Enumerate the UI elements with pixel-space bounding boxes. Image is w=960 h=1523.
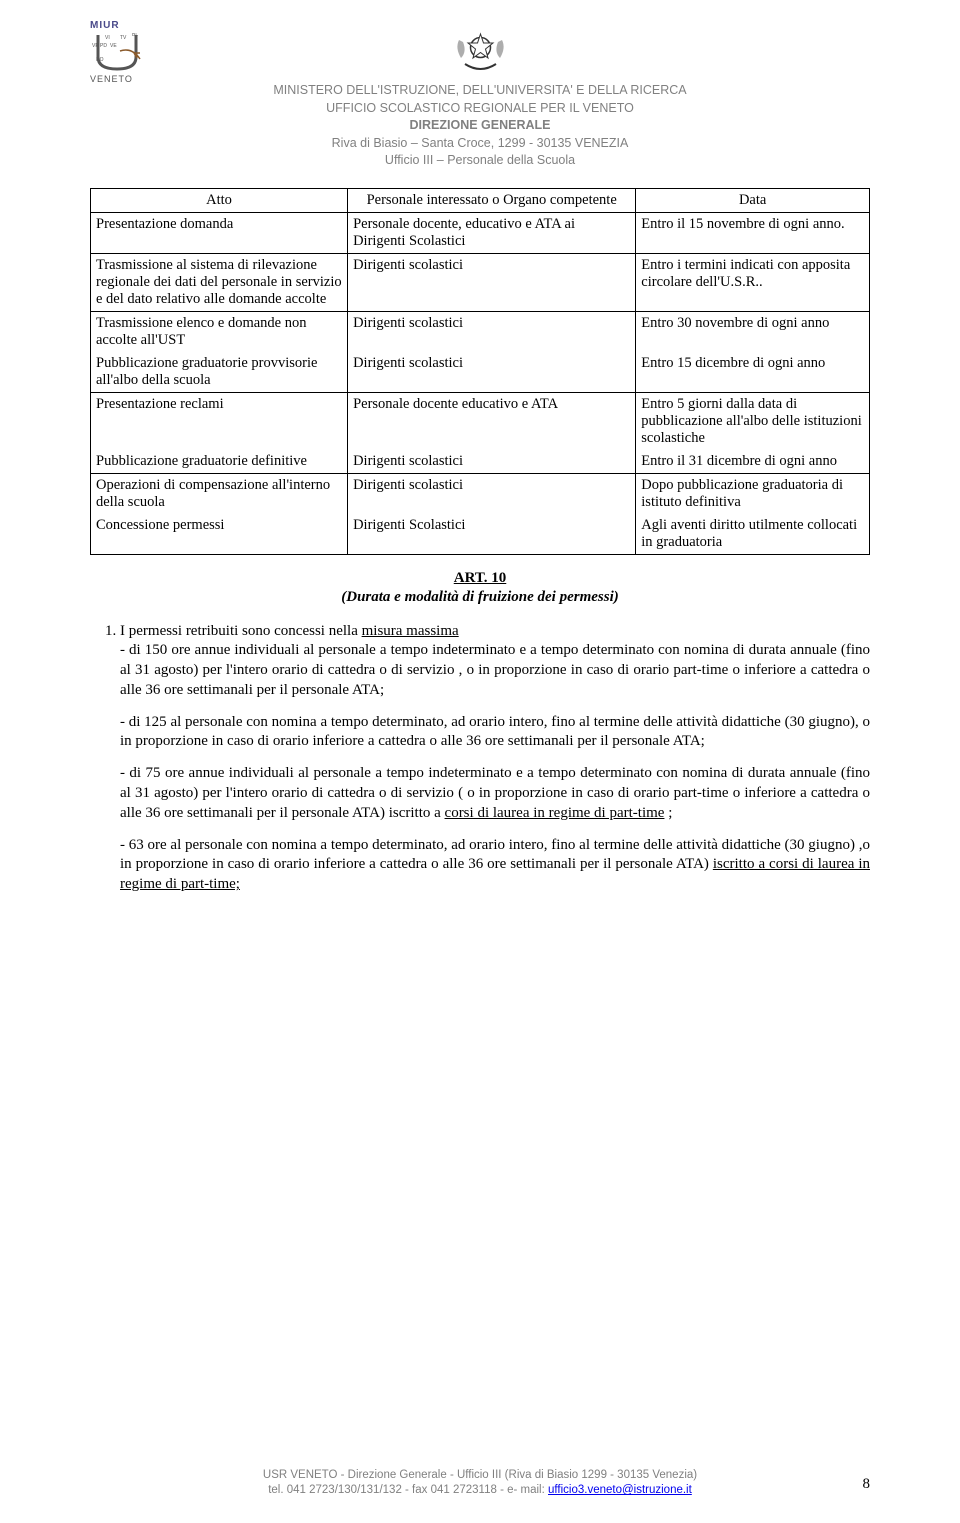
table-cell: Trasmissione elenco e domande non accolt… [91, 311, 348, 352]
table-cell: Entro i termini indicati con apposita ci… [636, 253, 870, 311]
page-number: 8 [863, 1476, 871, 1493]
header-line-2: UFFICIO SCOLASTICO REGIONALE PER IL VENE… [160, 100, 800, 118]
table-cell: Personale docente, educativo e ATA ai Di… [348, 212, 636, 253]
table-cell: Dirigenti Scolastici [348, 514, 636, 555]
table-cell: Dirigenti scolastici [348, 450, 636, 474]
item1-lead-underline: misura massima [362, 623, 459, 639]
svg-text:TV: TV [120, 35, 127, 41]
table-cell: Dirigenti scolastici [348, 311, 636, 352]
svg-text:RO: RO [96, 57, 104, 63]
emblem-and-header-text: MINISTERO DELL'ISTRUZIONE, DELL'UNIVERSI… [160, 20, 800, 170]
table-row: Operazioni di compensazione all'interno … [91, 473, 870, 514]
letterhead: MIUR VR PD VE VI TV BL RO VENETO [90, 20, 870, 170]
article-title: (Durata e modalità di fruizione dei perm… [341, 589, 619, 605]
footer-email-link[interactable]: ufficio3.veneto@istruzione.it [548, 1484, 692, 1496]
table-cell: Dopo pubblicazione graduatoria di istitu… [636, 473, 870, 514]
table-header-cell: Atto [91, 188, 348, 212]
paragraph-3: - di 75 ore annue individuali al persona… [120, 764, 870, 823]
svg-text:VI: VI [105, 35, 110, 41]
p3-underline: corsi di laurea in regime di part-time [445, 805, 665, 821]
table-row: Trasmissione al sistema di rilevazione r… [91, 253, 870, 311]
table-cell: Entro il 31 dicembre di ogni anno [636, 450, 870, 474]
letterhead-text: MINISTERO DELL'ISTRUZIONE, DELL'UNIVERSI… [160, 82, 800, 170]
table-header-cell: Data [636, 188, 870, 212]
table-cell: Entro 15 dicembre di ogni anno [636, 352, 870, 393]
p3-b: ; [664, 805, 672, 821]
table-row: Pubblicazione graduatorie definitiveDiri… [91, 450, 870, 474]
table-row: Pubblicazione graduatorie provvisorie al… [91, 352, 870, 393]
paragraph-4: - 63 ore al personale con nomina a tempo… [120, 836, 870, 895]
logo-u-shape: VR PD VE VI TV BL RO [90, 33, 145, 73]
table-cell: Entro 5 giorni dalla data di pubblicazio… [636, 392, 870, 450]
svg-text:PD: PD [100, 43, 107, 49]
table-cell: Pubblicazione graduatorie provvisorie al… [91, 352, 348, 393]
svg-text:BL: BL [132, 33, 138, 38]
paragraph-2: - di 125 al personale con nomina a tempo… [120, 713, 870, 753]
table-cell: Concessione permessi [91, 514, 348, 555]
header-line-5: Ufficio III – Personale della Scuola [160, 152, 800, 170]
page: MIUR VR PD VE VI TV BL RO VENETO [0, 0, 960, 1523]
table-cell: Dirigenti scolastici [348, 473, 636, 514]
list-item-1: I permessi retribuiti sono concessi nell… [120, 622, 870, 896]
header-line-4: Riva di Biasio – Santa Croce, 1299 - 301… [160, 135, 800, 153]
table-cell: Presentazione reclami [91, 392, 348, 450]
table-cell: Personale docente educativo e ATA [348, 392, 636, 450]
svg-text:VR: VR [92, 43, 99, 49]
table-cell: Entro il 15 novembre di ogni anno. [636, 212, 870, 253]
table-row: Presentazione domandaPersonale docente, … [91, 212, 870, 253]
article-body-list: I permessi retribuiti sono concessi nell… [90, 622, 870, 896]
table-row: Presentazione reclamiPersonale docente e… [91, 392, 870, 450]
paragraph-1: - di 150 ore annue individuali al person… [120, 641, 870, 700]
svg-text:VE: VE [110, 43, 117, 49]
table-row: Concessione permessiDirigenti Scolastici… [91, 514, 870, 555]
table-cell: Operazioni di compensazione all'interno … [91, 473, 348, 514]
italian-republic-emblem-icon [453, 20, 508, 75]
footer-line2-pre: tel. 041 2723/130/131/132 - fax 041 2723… [268, 1484, 548, 1496]
table-cell: Dirigenti scolastici [348, 253, 636, 311]
deadlines-table: AttoPersonale interessato o Organo compe… [90, 188, 870, 555]
article-number: ART. 10 [454, 570, 507, 586]
item1-lead: I permessi retribuiti sono concessi nell… [120, 623, 362, 639]
table-header-cell: Personale interessato o Organo competent… [348, 188, 636, 212]
table-cell: Presentazione domanda [91, 212, 348, 253]
header-line-1: MINISTERO DELL'ISTRUZIONE, DELL'UNIVERSI… [160, 82, 800, 100]
table-cell: Dirigenti scolastici [348, 352, 636, 393]
table-row: Trasmissione elenco e domande non accolt… [91, 311, 870, 352]
logo-veneto-text: VENETO [90, 75, 160, 85]
footer-line1: USR VENETO - Direzione Generale - Uffici… [263, 1469, 697, 1481]
page-footer: USR VENETO - Direzione Generale - Uffici… [90, 1468, 870, 1499]
miur-veneto-logo: MIUR VR PD VE VI TV BL RO VENETO [90, 20, 160, 85]
table-cell: Trasmissione al sistema di rilevazione r… [91, 253, 348, 311]
table-cell: Pubblicazione graduatorie definitive [91, 450, 348, 474]
table-cell: Entro 30 novembre di ogni anno [636, 311, 870, 352]
header-line-3: DIREZIONE GENERALE [160, 117, 800, 135]
logo-miur-text: MIUR [90, 20, 160, 31]
article-heading: ART. 10 (Durata e modalità di fruizione … [90, 569, 870, 608]
table-cell: Agli aventi diritto utilmente collocati … [636, 514, 870, 555]
